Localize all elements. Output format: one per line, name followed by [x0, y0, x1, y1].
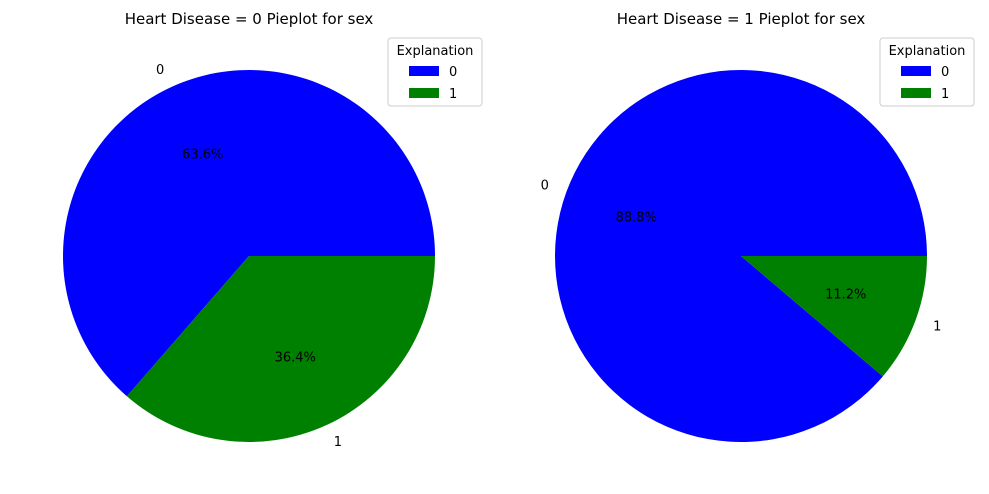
chart-2-title: Heart Disease = 1 Pieplot for sex [617, 10, 866, 28]
chart-1-legend: Explanation 0 1 [387, 37, 483, 107]
chart-1-slices [62, 69, 435, 442]
slice-label-0: 0 [541, 178, 549, 193]
legend-swatch-1 [901, 88, 931, 98]
legend-entry-1: 1 [941, 87, 949, 102]
pie-slice-1 [126, 256, 435, 442]
chart-1-title: Heart Disease = 0 Pieplot for sex [125, 10, 374, 28]
slice-percent-0: 63.6% [182, 147, 223, 162]
legend-entry-0: 0 [941, 65, 949, 80]
slice-label-1: 1 [933, 320, 941, 335]
slice-percent-1: 36.4% [275, 351, 316, 366]
pie-slice-1 [741, 256, 927, 377]
legend-entry-1: 1 [449, 87, 457, 102]
legend-title: Explanation [889, 44, 966, 59]
slice-percent-1: 11.2% [825, 287, 866, 302]
legend-swatch-0 [409, 66, 439, 76]
pie-chart-2: Heart Disease = 1 Pieplot for sex 0 88.8%… [541, 10, 975, 443]
pie-chart-1: Heart Disease = 0 Pieplot for sex 0 63.6%… [62, 10, 483, 450]
legend-title: Explanation [397, 44, 474, 59]
legend-entry-0: 0 [449, 65, 457, 80]
legend-swatch-0 [901, 66, 931, 76]
chart-2-legend: Explanation 0 1 [879, 37, 975, 107]
legend-swatch-1 [409, 88, 439, 98]
slice-percent-0: 88.8% [616, 211, 657, 226]
slice-label-0: 0 [156, 63, 164, 78]
pie-slice-0 [62, 69, 435, 397]
chart-2-labels: 0 88.8% 1 11.2% [541, 178, 942, 334]
chart-1-labels: 0 63.6% 1 36.4% [156, 63, 342, 450]
slice-label-1: 1 [334, 435, 342, 450]
chart-2-slices [555, 70, 927, 443]
